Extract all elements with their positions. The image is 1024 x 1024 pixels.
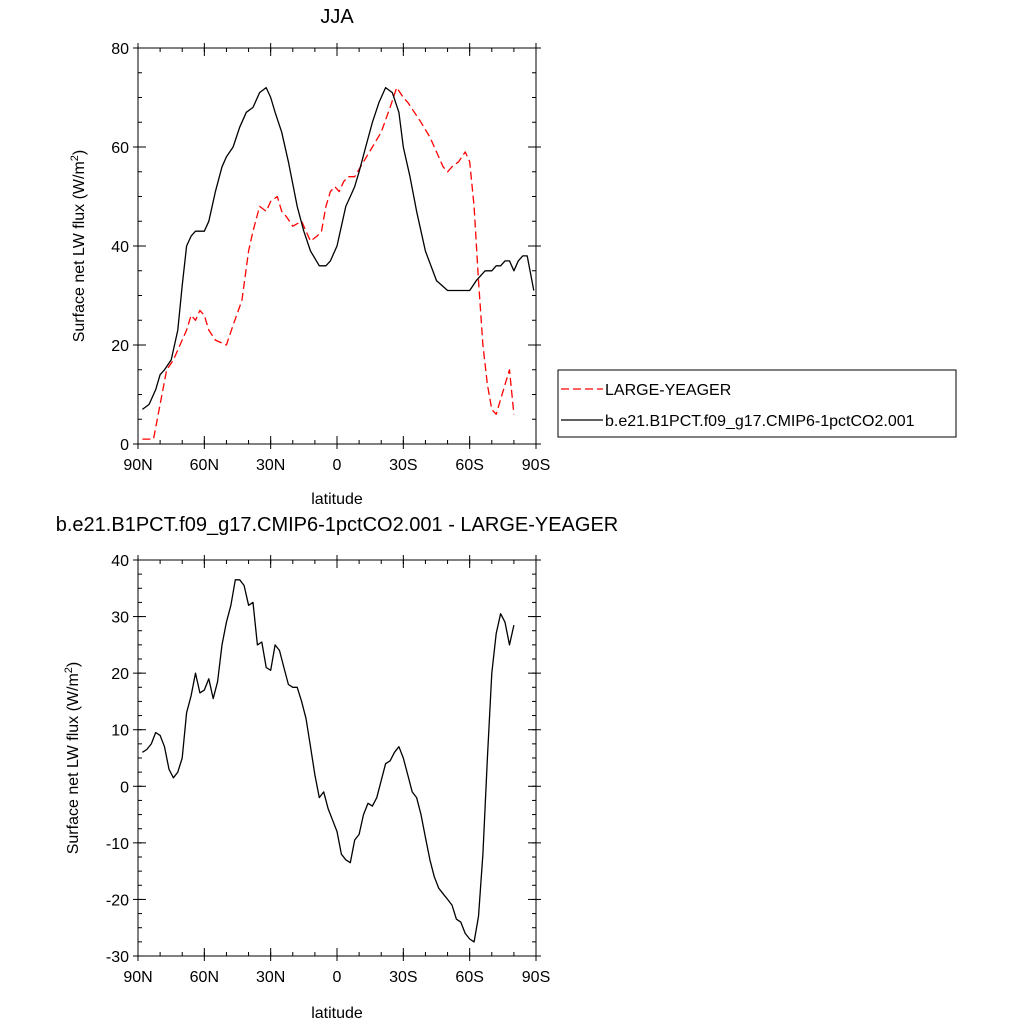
top-panel: JJA 90N 60N 30N 0 30S 60S 90S 0 20 40 60 80 latitu… [69, 6, 957, 508]
top-x-tick-label: 30S [389, 457, 417, 474]
bottom-x-axis-label: latitude [311, 1005, 363, 1022]
bottom-x-tick-label: 90N [123, 969, 152, 986]
top-series-group [142, 86, 535, 440]
top-x-tick-label: 60N [190, 457, 219, 474]
top-chart-title: JJA [320, 6, 354, 28]
bottom-y-tick-label: 40 [111, 553, 129, 570]
bottom-y-tick-label: -30 [106, 949, 129, 966]
top-y-tick-label: 60 [111, 140, 129, 157]
top-y-tick-label: 20 [111, 338, 129, 355]
bottom-x-tick-label: 90S [522, 969, 550, 986]
top-y-ticks: 0 20 40 60 80 [111, 41, 541, 454]
top-y-axis-label: Surface net LW flux (W/m2) [69, 150, 88, 343]
top-series-line-0 [142, 86, 515, 440]
top-x-axis-label: latitude [311, 491, 363, 508]
bottom-panel: b.e21.B1PCT.f09_g17.CMIP6-1pctCO2.001 - … [56, 514, 619, 1022]
legend: LARGE-YEAGER b.e21.B1PCT.f09_g17.CMIP6-1… [557, 369, 957, 438]
bottom-minor-ticks [137, 559, 537, 957]
bottom-x-tick-label: 60S [455, 969, 483, 986]
bottom-x-tick-label: 60N [190, 969, 219, 986]
bottom-y-axis-label: Surface net LW flux (W/m2) [63, 662, 82, 855]
top-x-tick-label: 30N [256, 457, 285, 474]
bottom-series-line-0 [142, 579, 515, 943]
top-x-tick-label: 90N [123, 457, 152, 474]
bottom-y-tick-label: 0 [120, 779, 129, 796]
bottom-series-group [142, 579, 515, 943]
top-y-tick-label: 40 [111, 239, 129, 256]
bottom-y-tick-label: 30 [111, 610, 129, 627]
top-series-line-1 [142, 86, 535, 410]
bottom-x-ticks: 90N 60N 30N 0 30S 60S 90S [123, 555, 550, 986]
top-x-ticks: 90N 60N 30N 0 30S 60S 90S [123, 43, 550, 474]
bottom-x-tick-label: 0 [333, 969, 342, 986]
bottom-y-ticks: -30 -20 -10 0 10 20 30 40 [106, 553, 541, 966]
bottom-plot-frame [137, 559, 537, 957]
top-x-tick-label: 90S [522, 457, 550, 474]
legend-label-large-yeager: LARGE-YEAGER [605, 382, 731, 399]
bottom-y-tick-label: 20 [111, 666, 129, 683]
bottom-chart-title: b.e21.B1PCT.f09_g17.CMIP6-1pctCO2.001 - … [56, 514, 619, 536]
bottom-x-tick-label: 30N [256, 969, 285, 986]
top-x-tick-label: 0 [333, 457, 342, 474]
bottom-y-tick-label: -20 [106, 892, 129, 909]
legend-label-b-e21: b.e21.B1PCT.f09_g17.CMIP6-1pctCO2.001 [605, 413, 915, 430]
bottom-y-tick-label: -10 [106, 836, 129, 853]
bottom-x-tick-label: 30S [389, 969, 417, 986]
top-x-tick-label: 60S [455, 457, 483, 474]
bottom-y-tick-label: 10 [111, 723, 129, 740]
top-y-tick-label: 0 [120, 437, 129, 454]
top-y-tick-label: 80 [111, 41, 129, 58]
legend-frame [557, 369, 957, 438]
